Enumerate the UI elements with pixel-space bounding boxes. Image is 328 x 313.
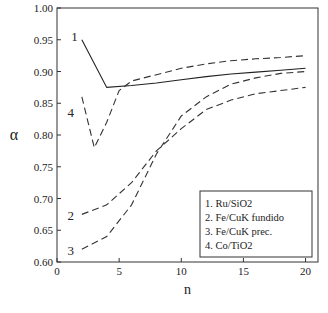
y-tick-label: 0.65 (34, 224, 54, 236)
legend-box (200, 191, 312, 257)
y-tick (57, 166, 61, 167)
x-tick (243, 258, 244, 262)
x-tick-label: 15 (238, 265, 250, 277)
curve-label: 2 (67, 208, 74, 223)
series-line (82, 56, 306, 148)
x-axis-label: n (184, 282, 191, 297)
y-tick-label: 0.95 (34, 34, 54, 46)
y-tick (57, 135, 61, 136)
x-tick (181, 258, 182, 262)
series-line (82, 40, 306, 88)
plot-area (82, 40, 306, 250)
legend-entry: 1. Ru/SiO2 (205, 198, 252, 209)
y-tick-label: 0.90 (34, 66, 54, 78)
plot-frame (57, 8, 318, 262)
y-tick-label: 0.85 (34, 97, 54, 109)
y-tick (57, 8, 61, 9)
x-tick (305, 258, 306, 262)
y-tick-label: 1.00 (34, 2, 54, 14)
y-tick-label: 0.75 (34, 161, 54, 173)
x-tick-label: 20 (300, 265, 312, 277)
curve-label: 1 (71, 29, 78, 44)
x-tick (119, 258, 120, 262)
legend-entry: 3. Fe/CuK prec. (205, 226, 272, 237)
x-tick-label: 5 (116, 265, 122, 277)
y-tick-label: 0.80 (34, 129, 54, 141)
y-tick (57, 103, 61, 104)
x-tick-label: 10 (176, 265, 188, 277)
y-tick (57, 262, 61, 263)
y-tick (57, 198, 61, 199)
x-tick-label: 0 (54, 265, 60, 277)
chart: 0 5 10 15 20 0.60 0.65 0.70 0.75 0.80 0.85 0.90 0.95… (0, 0, 328, 313)
y-tick (57, 230, 61, 231)
curve-label: 3 (67, 243, 74, 258)
y-tick (57, 39, 61, 40)
y-axis-label: α (10, 126, 19, 143)
curve-label: 4 (67, 105, 74, 120)
y-tick (57, 71, 61, 72)
y-tick-label: 0.60 (34, 256, 54, 268)
y-tick-label: 0.70 (34, 193, 54, 205)
legend-entry: 2. Fe/CuK fundido (205, 212, 284, 223)
series-line (82, 72, 306, 250)
legend-entry: 4. Co/TiO2 (205, 240, 252, 251)
x-tick (57, 258, 58, 262)
